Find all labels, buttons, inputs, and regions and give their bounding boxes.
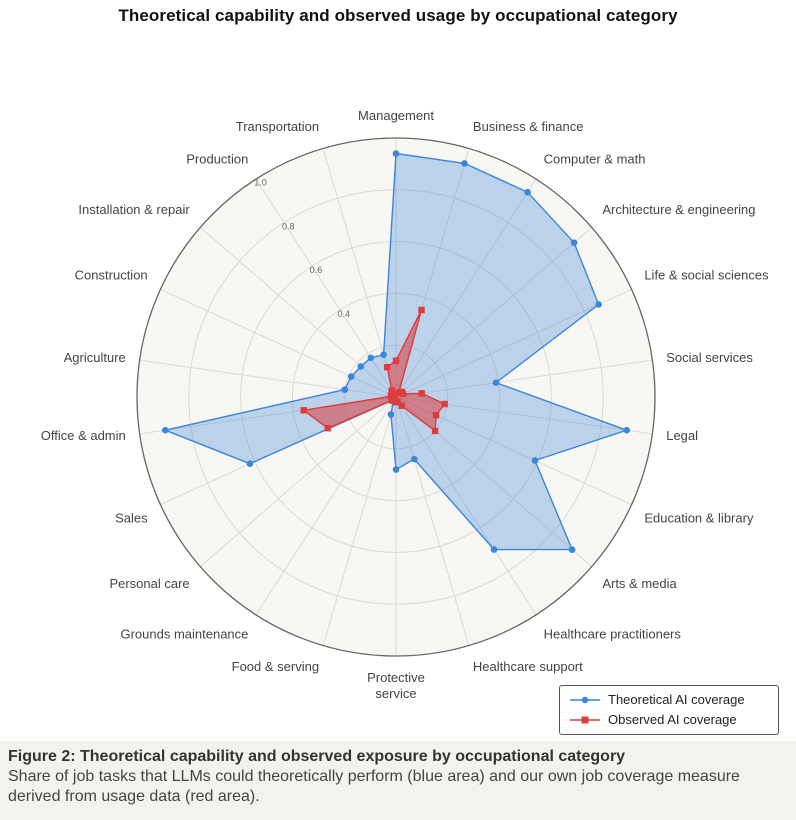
category-label: Management <box>358 108 434 123</box>
grid-spoke <box>139 359 397 398</box>
radar-outer-ring <box>136 137 656 657</box>
data-point-theoretical <box>246 460 254 468</box>
data-point-observed <box>300 407 307 414</box>
grid-spoke <box>255 178 397 398</box>
data-point-theoretical <box>595 301 602 308</box>
data-point-theoretical <box>161 426 169 434</box>
data-point-observed <box>388 387 395 394</box>
grid-spoke <box>322 396 397 646</box>
data-point-theoretical <box>492 379 500 386</box>
category-label: Healthcare support <box>473 659 583 674</box>
legend: Theoretical AI coverage Observed AI cove… <box>559 685 779 735</box>
data-point-theoretical <box>568 546 576 553</box>
data-point-theoretical <box>570 239 578 246</box>
caption-text: Share of job tasks that LLMs could theor… <box>8 768 740 805</box>
category-label: Production <box>186 151 248 166</box>
data-point-observed <box>399 390 407 397</box>
data-point-observed <box>441 400 448 408</box>
category-label: Installation & repair <box>78 202 190 217</box>
legend-label-observed: Observed AI coverage <box>608 712 737 727</box>
data-point-theoretical <box>410 455 418 463</box>
tick-label: 0.4 <box>337 309 350 319</box>
category-label: Food & serving <box>232 659 319 674</box>
legend-marker-observed <box>570 716 600 723</box>
data-point-observed <box>398 402 405 409</box>
category-label: Transportation <box>236 119 319 134</box>
data-point-theoretical <box>524 188 531 196</box>
data-point-theoretical <box>392 150 400 157</box>
grid-spoke <box>395 359 653 398</box>
category-label: Healthcare practitioners <box>544 627 682 642</box>
data-point-theoretical <box>341 386 349 393</box>
caption-title: Figure 2: Theoretical capability and obs… <box>8 748 626 765</box>
category-label: Grounds maintenance <box>120 627 248 642</box>
data-point-theoretical <box>461 160 468 167</box>
data-point-observed <box>384 363 391 371</box>
data-point-theoretical <box>347 373 355 380</box>
legend-item-theoretical: Theoretical AI coverage <box>568 692 745 707</box>
data-point-observed <box>392 357 400 364</box>
tick-label: 0.6 <box>310 265 323 275</box>
category-label: Agriculture <box>64 350 126 365</box>
data-point-theoretical <box>490 546 498 553</box>
grid-spoke <box>395 227 593 398</box>
category-label: Architecture & engineering <box>602 202 755 217</box>
category-label: Social services <box>666 350 753 365</box>
grid-spoke <box>395 288 632 398</box>
grid-spoke <box>199 396 397 567</box>
figure-caption: Figure 2: Theoretical capability and obs… <box>0 741 796 820</box>
category-label: Legal <box>666 428 698 443</box>
tick-label: 0.8 <box>282 221 295 231</box>
tick-label: 1.0 <box>254 178 267 188</box>
legend-label-theoretical: Theoretical AI coverage <box>608 692 745 707</box>
data-point-observed <box>432 412 440 419</box>
category-label: Life & social sciences <box>644 268 769 283</box>
data-point-observed <box>418 306 425 314</box>
grid-spoke <box>255 396 397 616</box>
category-label: Education & library <box>644 510 754 525</box>
data-point-theoretical <box>531 457 539 464</box>
data-point-observed <box>418 390 425 397</box>
data-point-observed <box>388 397 396 404</box>
legend-marker-theoretical <box>570 696 600 703</box>
legend-item-observed: Observed AI coverage <box>568 712 737 727</box>
grid-spoke <box>160 288 397 398</box>
data-point-theoretical <box>357 363 365 370</box>
data-point-observed <box>324 425 331 432</box>
category-label: Sales <box>115 510 148 525</box>
grid-spoke <box>395 178 537 398</box>
category-label: Protective service <box>367 670 425 701</box>
grid-spoke <box>395 396 470 646</box>
data-point-theoretical <box>387 411 395 418</box>
chart-title: Theoretical capability and observed usag… <box>118 6 678 25</box>
category-label: Personal care <box>109 576 189 591</box>
grid-spoke <box>395 396 537 616</box>
data-point-theoretical <box>367 354 375 362</box>
category-label: Computer & math <box>544 151 646 166</box>
category-label: Office & admin <box>41 428 126 443</box>
data-point-theoretical <box>392 466 400 473</box>
category-label: Arts & media <box>602 576 677 591</box>
category-label: Construction <box>75 268 148 283</box>
category-label: Business & finance <box>473 119 584 134</box>
data-point-theoretical <box>623 426 631 434</box>
radar-chart: 0.4 0.6 0.8 1.0 Management Business & finance… <box>41 108 769 701</box>
data-point-theoretical <box>380 351 387 359</box>
data-point-observed <box>431 427 439 435</box>
grid-spoke <box>199 227 397 398</box>
